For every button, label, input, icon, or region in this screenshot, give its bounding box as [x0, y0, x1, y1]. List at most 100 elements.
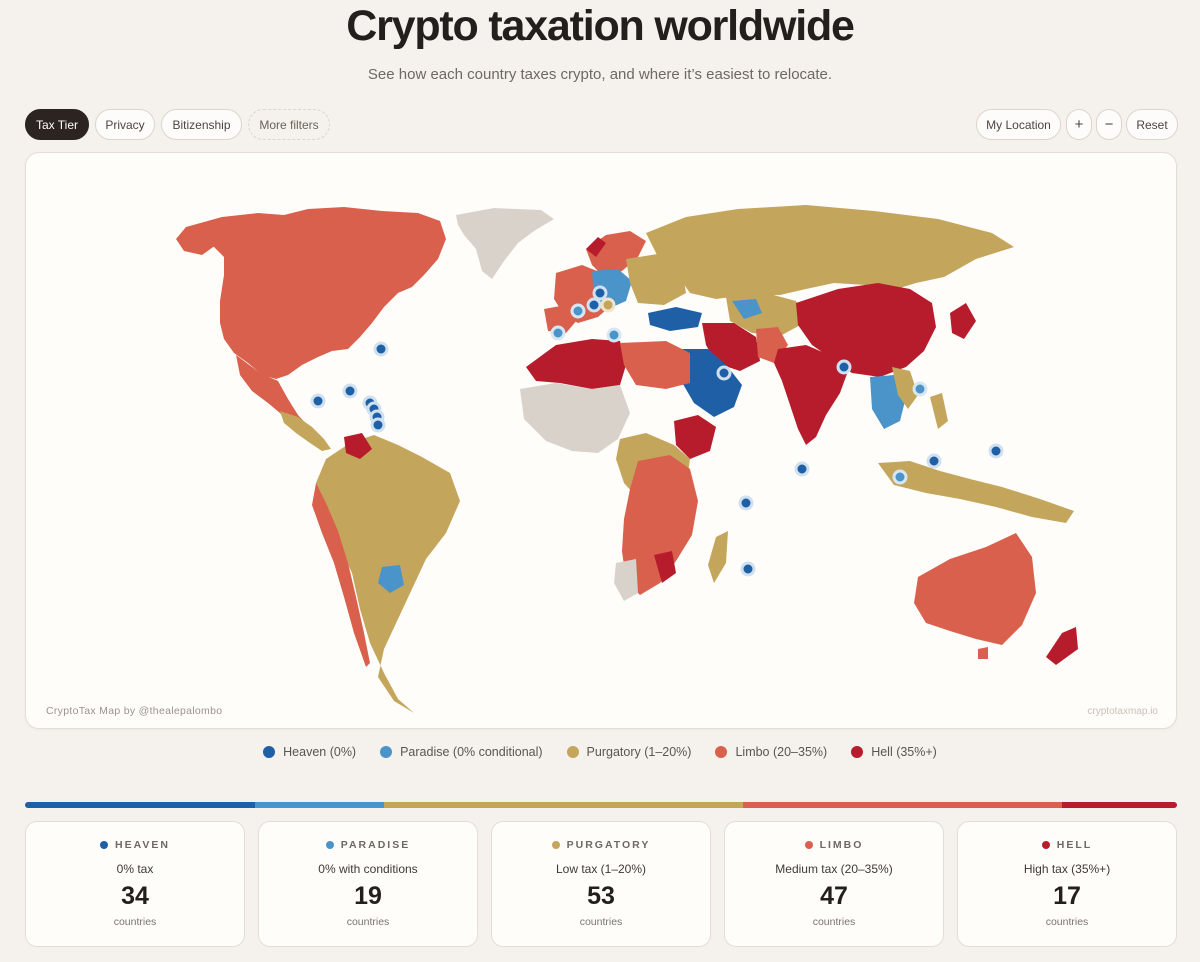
tax-tier-filter-button[interactable]: Tax Tier	[25, 109, 89, 140]
region-australia[interactable]	[914, 533, 1036, 645]
heaven-marker[interactable]	[740, 561, 756, 577]
region-southern-africa[interactable]	[614, 559, 638, 601]
world-map[interactable]: CryptoTax Map by @thealepalombo cryptota…	[25, 152, 1177, 729]
legend-limbo[interactable]: Limbo (20–35%)	[715, 745, 827, 759]
tier-unit: countries	[579, 916, 623, 928]
tier-name: PURGATORY	[566, 839, 651, 851]
hell-dot-icon	[1041, 841, 1050, 849]
region-north-africa[interactable]	[526, 339, 626, 389]
region-norway[interactable]	[586, 237, 606, 257]
paradise-marker[interactable]	[912, 381, 928, 397]
region-philippines[interactable]	[930, 393, 948, 429]
region-peru-chile[interactable]	[312, 483, 370, 667]
region-tasmania[interactable]	[978, 647, 988, 659]
tier-bar-segment-heaven	[25, 802, 256, 808]
tier-name: LIMBO	[819, 839, 864, 851]
tier-card-limbo[interactable]: LIMBO Medium tax (20–35%) 47 countries	[724, 821, 944, 947]
tier-bar-segment-limbo	[743, 802, 1062, 808]
map-legend: Heaven (0%) Paradise (0% conditional) Pu…	[0, 745, 1200, 759]
purgatory-marker[interactable]	[600, 297, 616, 313]
map-credit-right: cryptotaxmap.io	[1087, 706, 1158, 717]
region-east-africa[interactable]	[622, 455, 698, 595]
heaven-dot-icon	[100, 841, 108, 849]
reset-button[interactable]: Reset	[1126, 109, 1178, 140]
legend-paradise-dot	[380, 746, 393, 758]
legend-limbo-label: Limbo (20–35%)	[735, 745, 828, 759]
tier-name: HELL	[1056, 839, 1093, 851]
heaven-marker[interactable]	[926, 453, 942, 469]
map-credit-left: CryptoTax Map by @thealepalombo	[46, 705, 222, 717]
region-kazakh-area[interactable]	[732, 299, 762, 319]
region-iberia[interactable]	[544, 305, 578, 333]
tier-description: 0% with conditions	[318, 862, 418, 876]
region-alaska[interactable]	[176, 225, 216, 255]
legend-paradise[interactable]: Paradise (0% conditional)	[380, 745, 543, 759]
tier-card-purgatory[interactable]: PURGATORY Low tax (1–20%) 53 countries	[491, 821, 711, 947]
legend-purgatory[interactable]: Purgatory (1–20%)	[566, 745, 692, 759]
heaven-marker[interactable]	[373, 341, 389, 357]
region-japan[interactable]	[950, 303, 976, 339]
heaven-marker[interactable]	[836, 359, 852, 375]
heaven-marker[interactable]	[586, 297, 602, 313]
legend-heaven-label: Heaven (0%)	[283, 745, 357, 759]
tier-card-paradise[interactable]: PARADISE 0% with conditions 19 countries	[258, 821, 478, 947]
heaven-marker[interactable]	[310, 393, 326, 409]
heaven-marker[interactable]	[370, 417, 386, 433]
paradise-marker[interactable]	[570, 303, 586, 319]
heaven-marker[interactable]	[794, 461, 810, 477]
tier-unit: countries	[346, 916, 390, 928]
legend-hell-dot	[851, 746, 864, 758]
region-central-america[interactable]	[280, 411, 331, 451]
region-indochina-east[interactable]	[892, 367, 918, 409]
region-libya-egypt[interactable]	[620, 341, 690, 389]
region-west-africa[interactable]	[520, 383, 630, 453]
region-turkey[interactable]	[648, 307, 702, 331]
region-china[interactable]	[796, 283, 936, 377]
region-new-zealand[interactable]	[1046, 627, 1078, 665]
limbo-dot-icon	[804, 841, 813, 849]
region-indonesia[interactable]	[878, 461, 1074, 523]
region-russia[interactable]	[646, 205, 1014, 299]
paradise-marker[interactable]	[550, 325, 566, 341]
region-greenland[interactable]	[456, 208, 554, 279]
tier-description: Medium tax (20–35%)	[775, 862, 893, 876]
region-india[interactable]	[774, 345, 848, 445]
region-venezuela[interactable]	[344, 433, 372, 459]
legend-hell[interactable]: Hell (35%+)	[851, 745, 937, 759]
region-zimbabwe[interactable]	[654, 551, 676, 583]
heaven-marker[interactable]	[988, 443, 1004, 459]
tier-name: HEAVEN	[115, 839, 170, 851]
region-horn-africa[interactable]	[674, 415, 716, 459]
heaven-marker[interactable]	[738, 495, 754, 511]
world-map-svg[interactable]: CryptoTax Map by @thealepalombo cryptota…	[26, 153, 1177, 729]
tier-count: 53	[587, 882, 615, 910]
heaven-marker[interactable]	[592, 285, 608, 301]
paradise-marker[interactable]	[606, 327, 622, 343]
legend-purgatory-label: Purgatory (1–20%)	[586, 745, 692, 759]
tier-card-hell[interactable]: HELL High tax (35%+) 17 countries	[957, 821, 1177, 947]
heaven-marker[interactable]	[716, 365, 732, 381]
purgatory-dot-icon	[551, 841, 560, 849]
region-north-america[interactable]	[186, 207, 446, 379]
more-filters-button[interactable]: More filters	[248, 109, 330, 140]
paradise-marker[interactable]	[892, 469, 908, 485]
my-location-button[interactable]: My Location	[976, 109, 1061, 140]
bitizenship-filter-button[interactable]: Bitizenship	[161, 109, 242, 140]
heaven-marker[interactable]	[342, 383, 358, 399]
legend-hell-label: Hell (35%+)	[871, 745, 937, 759]
tier-count: 17	[1053, 882, 1081, 910]
tier-card-heaven[interactable]: HEAVEN 0% tax 34 countries	[25, 821, 245, 947]
region-paraguay[interactable]	[378, 565, 404, 593]
tier-cards: HEAVEN 0% tax 34 countries PARADISE 0% w…	[25, 821, 1177, 947]
region-madagascar[interactable]	[708, 531, 728, 583]
markers	[310, 285, 1004, 577]
zoom-out-button[interactable]: −	[1096, 109, 1122, 140]
legend-heaven[interactable]: Heaven (0%)	[263, 745, 356, 759]
privacy-filter-button[interactable]: Privacy	[95, 109, 155, 140]
zoom-in-button[interactable]: +	[1066, 109, 1092, 140]
legend-paradise-label: Paradise (0% conditional)	[400, 745, 543, 759]
tier-bar-segment-hell	[1061, 802, 1177, 808]
tier-count: 34	[121, 882, 149, 910]
tier-description: Low tax (1–20%)	[555, 862, 647, 876]
legend-purgatory-dot	[566, 746, 579, 758]
